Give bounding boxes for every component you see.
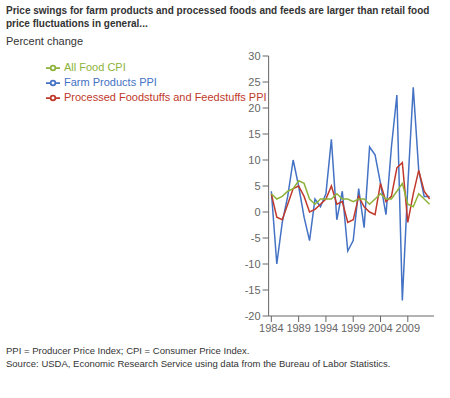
svg-text:2009: 2009 <box>396 322 420 334</box>
html-text:Price swings for farm products: Price swings for farm products and proce… <box>6 5 430 16</box>
html-text:Percent change: Percent change <box>6 35 84 47</box>
svg-text:15: 15 <box>248 128 260 140</box>
svg-text:10: 10 <box>248 154 260 166</box>
svg-text:0: 0 <box>254 206 260 218</box>
html-text:Farm Products PPI: Farm Products PPI <box>64 76 157 89</box>
svg-text:1999: 1999 <box>341 322 365 334</box>
svg-text:20: 20 <box>248 102 260 114</box>
svg-text:1989: 1989 <box>286 322 310 334</box>
svg-text:1994: 1994 <box>314 322 338 334</box>
html-text:Processed Foodstuffs and Feeds: Processed Foodstuffs and Feedstuffs PPI <box>64 91 267 104</box>
svg-text:-20: -20 <box>245 310 261 322</box>
svg-text:1984: 1984 <box>259 322 283 334</box>
svg-text:25: 25 <box>248 76 260 88</box>
svg-text:30: 30 <box>248 50 260 62</box>
svg-text:-10: -10 <box>245 258 261 270</box>
svg-text:2004: 2004 <box>368 322 392 334</box>
html-text:Source: USDA, Economic Researc: Source: USDA, Economic Research Service … <box>6 358 391 369</box>
html-text:PPI = Producer Price Index; CP: PPI = Producer Price Index; CPI = Consum… <box>6 345 250 356</box>
html-text:All Food CPI: All Food CPI <box>64 61 126 73</box>
svg-text:-15: -15 <box>245 284 261 296</box>
svg-text:5: 5 <box>254 180 260 192</box>
html-text:price fluctuations in general.: price fluctuations in general... <box>6 18 148 29</box>
svg-text:-5: -5 <box>251 232 261 244</box>
